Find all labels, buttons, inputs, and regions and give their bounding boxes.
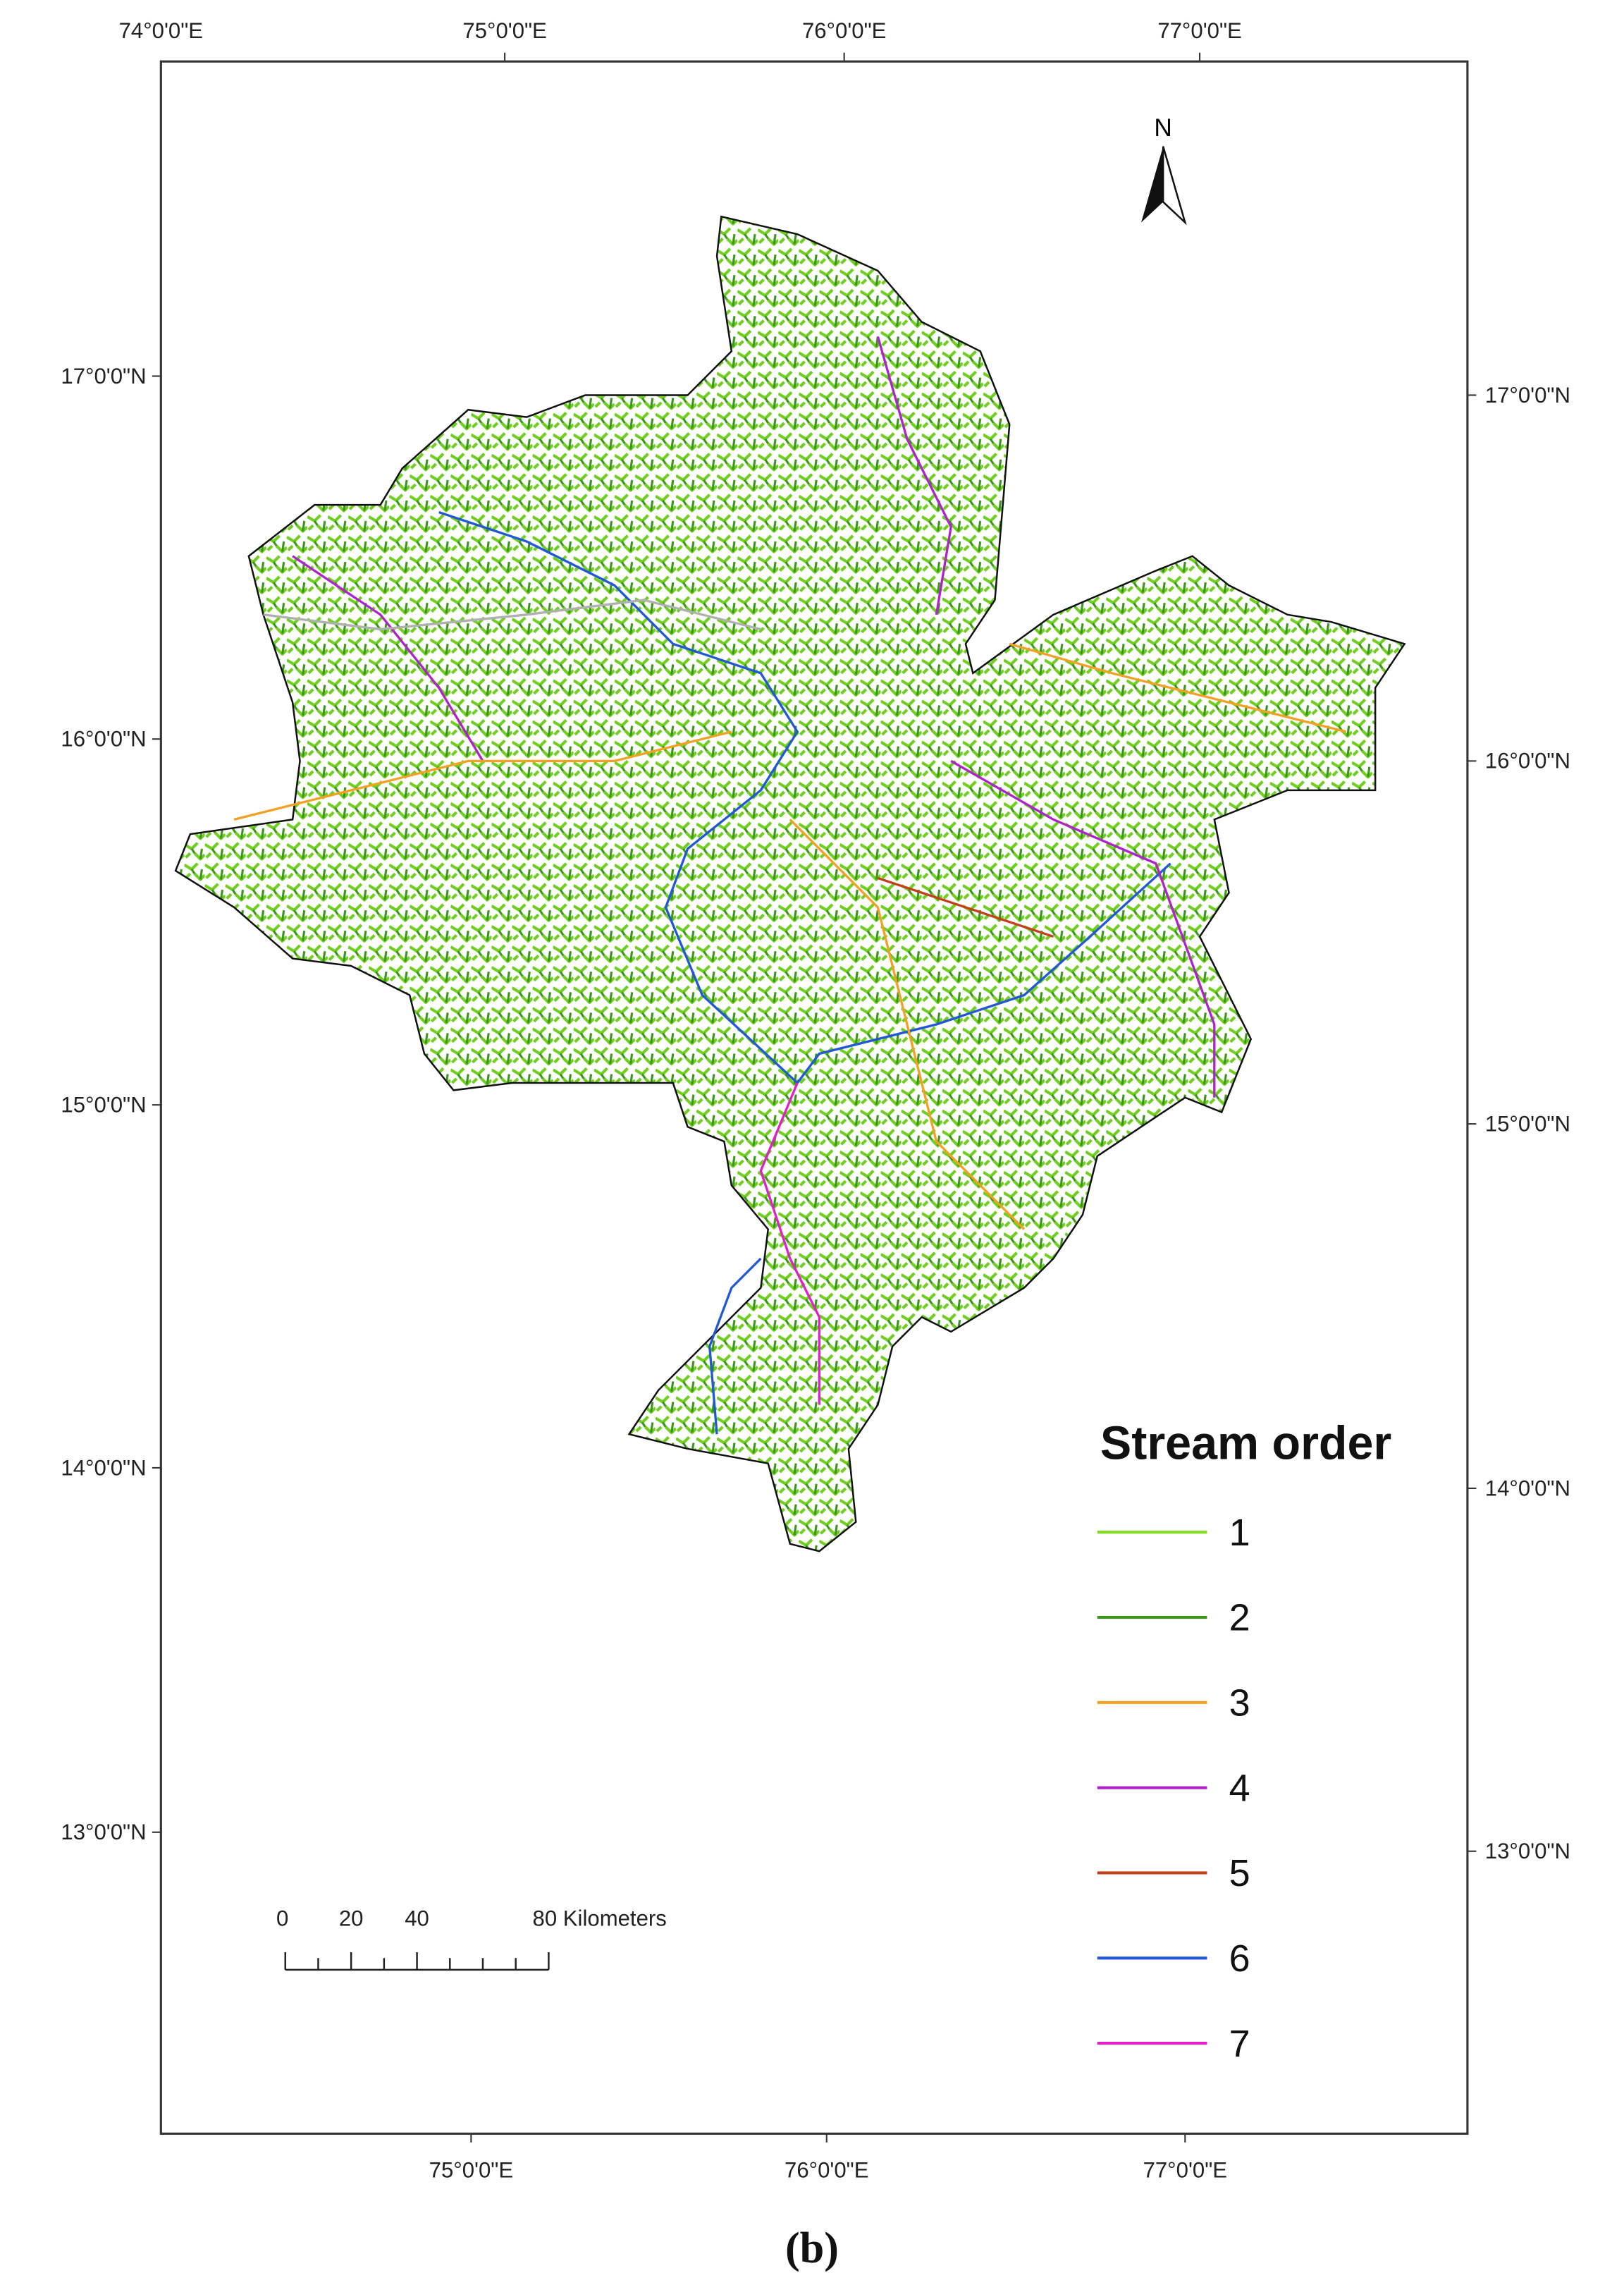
axis-labels: 74°0'0"E 75°0'0"E 76°0'0"E 77°0'0"E 75°0…: [61, 18, 1570, 2183]
left-label: 17°0'0"N: [61, 364, 146, 388]
left-label: 14°0'0"N: [61, 1455, 146, 1480]
top-label: 75°0'0"E: [462, 18, 546, 43]
scale-label: 0: [276, 1906, 288, 1931]
right-label: 16°0'0"N: [1485, 749, 1570, 773]
legend-label: 4: [1229, 1767, 1250, 1809]
legend-label: 5: [1229, 1852, 1250, 1894]
right-label: 13°0'0"N: [1485, 1839, 1570, 1863]
caption: (b): [785, 2224, 839, 2272]
left-label: 16°0'0"N: [61, 727, 146, 752]
legend-label: 7: [1229, 2023, 1250, 2065]
legend-label: 1: [1229, 1512, 1250, 1554]
right-label: 15°0'0"N: [1485, 1112, 1570, 1137]
north-arrow: N: [1141, 114, 1187, 226]
graticule-ticks: [152, 52, 1477, 2143]
right-label: 14°0'0"N: [1485, 1476, 1570, 1500]
basin: [174, 215, 1406, 1552]
left-label: 13°0'0"N: [61, 1820, 146, 1844]
legend-title: Stream order: [1100, 1417, 1391, 1469]
scale-label: 40: [405, 1906, 429, 1931]
legend-label: 2: [1229, 1597, 1250, 1639]
bottom-label: 77°0'0"E: [1143, 2158, 1227, 2183]
top-label: 77°0'0"E: [1157, 18, 1241, 43]
scale-label: 80 Kilometers: [533, 1906, 667, 1931]
scale-bar: [284, 1952, 550, 1971]
scale-label: 20: [339, 1906, 364, 1931]
legend-label: 3: [1229, 1682, 1250, 1725]
north-label: N: [1154, 114, 1171, 142]
legend: Stream order 1 2 3 4 5 6 7: [1097, 1417, 1391, 2065]
right-label: 17°0'0"N: [1485, 383, 1570, 408]
bottom-label: 76°0'0"E: [785, 2158, 868, 2183]
bottom-label: 75°0'0"E: [429, 2158, 513, 2183]
legend-label: 6: [1229, 1937, 1250, 1980]
left-label: 15°0'0"N: [61, 1093, 146, 1117]
top-label: 76°0'0"E: [802, 18, 886, 43]
map-frame: [159, 60, 1469, 2135]
top-label: 74°0'0"E: [119, 18, 203, 43]
